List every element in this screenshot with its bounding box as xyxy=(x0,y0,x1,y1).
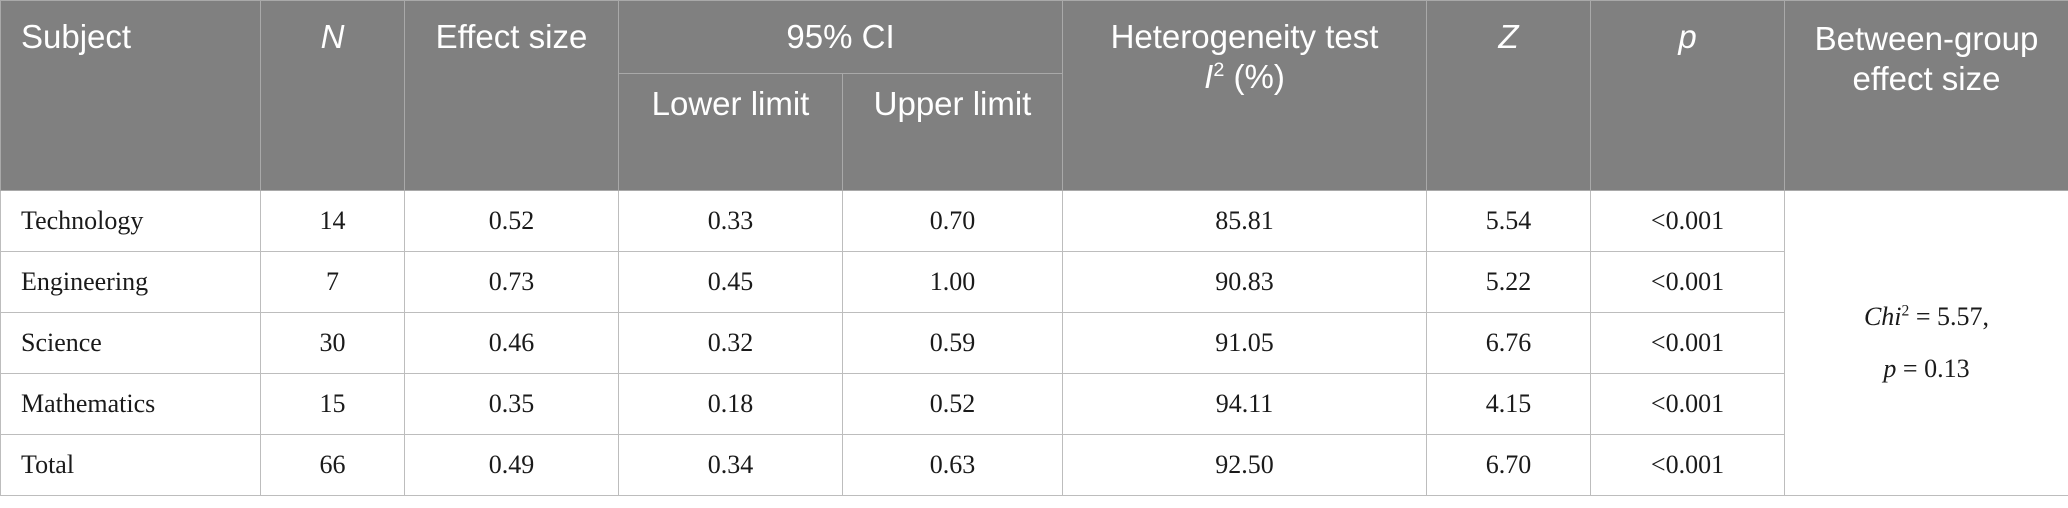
table-row: Technology 14 0.52 0.33 0.70 85.81 5.54 … xyxy=(0,190,2068,496)
cell-between-group: Chi2 = 5.57, p = 0.13 xyxy=(1784,190,2068,496)
col-header-between-group: Between-group effect size xyxy=(1784,0,2068,191)
cell-effect-size: 0.52 xyxy=(404,190,619,252)
between-p-value: = 0.13 xyxy=(1896,354,1970,383)
col-header-z: Z xyxy=(1426,0,1591,191)
cell-n: 30 xyxy=(260,312,405,374)
cell-subject: Total xyxy=(0,434,261,496)
cell-i-squared: 90.83 xyxy=(1062,251,1427,313)
cell-subject: Science xyxy=(0,312,261,374)
i-squared-superscript: 2 xyxy=(1213,59,1225,81)
cell-i-squared: 91.05 xyxy=(1062,312,1427,374)
chi-superscript: 2 xyxy=(1901,302,1910,320)
cell-upper-limit: 0.63 xyxy=(842,434,1063,496)
chi-value: = 5.57, xyxy=(1909,302,1990,331)
cell-subject: Technology xyxy=(0,190,261,252)
col-header-subject: Subject xyxy=(0,0,261,191)
table-row: Total 66 0.49 0.34 0.63 92.50 6.70 <0.00… xyxy=(0,434,2068,496)
table-row: Mathematics 15 0.35 0.18 0.52 94.11 4.15… xyxy=(0,373,2068,435)
table-row: Science 30 0.46 0.32 0.59 91.05 6.76 <0.… xyxy=(0,312,2068,374)
cell-subject: Engineering xyxy=(0,251,261,313)
cell-i-squared: 85.81 xyxy=(1062,190,1427,252)
col-header-effect-size: Effect size xyxy=(404,0,619,191)
cell-p: <0.001 xyxy=(1590,373,1785,435)
cell-lower-limit: 0.45 xyxy=(618,251,843,313)
col-header-upper-limit: Upper limit xyxy=(842,73,1063,191)
cell-z: 5.22 xyxy=(1426,251,1591,313)
cell-p: <0.001 xyxy=(1590,312,1785,374)
cell-z: 6.76 xyxy=(1426,312,1591,374)
heterogeneity-label: Heterogeneity test xyxy=(1110,18,1379,55)
i-squared-symbol: I xyxy=(1204,58,1214,95)
cell-effect-size: 0.49 xyxy=(404,434,619,496)
col-header-p: p xyxy=(1590,0,1785,191)
cell-upper-limit: 1.00 xyxy=(842,251,1063,313)
cell-n: 66 xyxy=(260,434,405,496)
cell-lower-limit: 0.32 xyxy=(618,312,843,374)
col-header-95ci: 95% CI xyxy=(618,0,1063,74)
cell-upper-limit: 0.59 xyxy=(842,312,1063,374)
cell-n: 15 xyxy=(260,373,405,435)
table-row: Engineering 7 0.73 0.45 1.00 90.83 5.22 … xyxy=(0,251,2068,313)
cell-p: <0.001 xyxy=(1590,251,1785,313)
cell-i-squared: 92.50 xyxy=(1062,434,1427,496)
cell-z: 4.15 xyxy=(1426,373,1591,435)
meta-analysis-table: Subject N Effect size 95% CI Heterogenei… xyxy=(0,0,2068,496)
table-header: Subject N Effect size 95% CI Heterogenei… xyxy=(0,0,2068,191)
cell-i-squared: 94.11 xyxy=(1062,373,1427,435)
col-header-heterogeneity: Heterogeneity test I2 (%) xyxy=(1062,0,1427,191)
chi-label: Chi xyxy=(1863,302,1902,331)
cell-z: 5.54 xyxy=(1426,190,1591,252)
col-header-lower-limit: Lower limit xyxy=(618,73,843,191)
cell-n: 14 xyxy=(260,190,405,252)
cell-effect-size: 0.46 xyxy=(404,312,619,374)
cell-subject: Mathematics xyxy=(0,373,261,435)
cell-n: 7 xyxy=(260,251,405,313)
cell-effect-size: 0.35 xyxy=(404,373,619,435)
col-header-n: N xyxy=(260,0,405,191)
cell-lower-limit: 0.34 xyxy=(618,434,843,496)
cell-lower-limit: 0.33 xyxy=(618,190,843,252)
table-body: Technology 14 0.52 0.33 0.70 85.81 5.54 … xyxy=(0,190,2068,496)
cell-upper-limit: 0.70 xyxy=(842,190,1063,252)
cell-z: 6.70 xyxy=(1426,434,1591,496)
cell-upper-limit: 0.52 xyxy=(842,373,1063,435)
cell-lower-limit: 0.18 xyxy=(618,373,843,435)
i-squared-unit: (%) xyxy=(1224,58,1285,95)
cell-effect-size: 0.73 xyxy=(404,251,619,313)
cell-p: <0.001 xyxy=(1590,190,1785,252)
between-p-label: p xyxy=(1883,354,1897,383)
cell-p: <0.001 xyxy=(1590,434,1785,496)
